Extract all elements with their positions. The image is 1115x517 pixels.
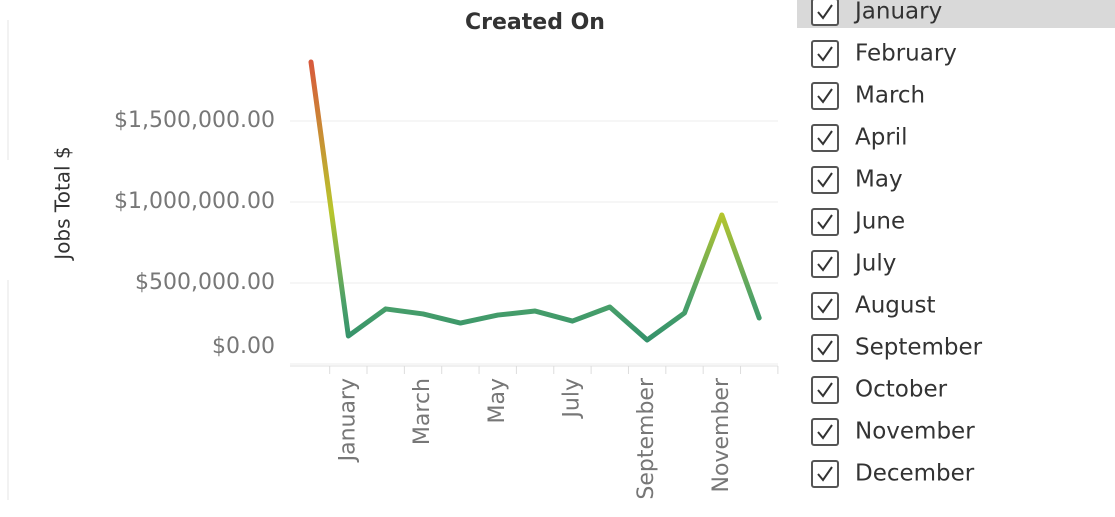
filter-item[interactable]: January [811,0,942,26]
filter-item[interactable]: July [811,250,896,278]
checkbox[interactable] [811,334,839,362]
filter-item[interactable]: May [811,166,903,194]
checkbox[interactable] [811,250,839,278]
y-tick-label: $500,000.00 [135,270,275,295]
filter-label: June [853,209,905,235]
filter-label: May [855,167,903,193]
x-tick-label: May [485,378,510,423]
checkmark [817,340,833,356]
checkbox[interactable] [811,82,839,110]
filter-item[interactable]: April [811,124,908,152]
filter-item[interactable]: August [811,292,936,320]
filter-item[interactable]: November [811,418,975,446]
checkmark [817,4,833,20]
filter-label: December [855,461,975,487]
filter-label: March [855,83,925,109]
x-tick-label: July [559,378,584,420]
checkbox[interactable] [811,292,839,320]
y-tick-label: $0.00 [212,334,275,359]
checkbox[interactable] [811,40,839,68]
checkmark [817,214,833,230]
checkbox[interactable] [811,124,839,152]
checkmark [817,130,833,146]
filter-label: October [855,377,948,403]
checkmark [817,466,833,482]
y-tick-label: $1,000,000.00 [114,189,275,214]
filter-label: August [855,293,936,319]
checkbox[interactable] [811,166,839,194]
checkmark [817,172,833,188]
y-tick-label: $1,500,000.00 [114,108,275,133]
checkbox[interactable] [811,460,839,488]
highlight-row [797,0,1115,28]
filter-label: April [855,125,908,151]
checkmark [817,382,833,398]
checkmark [817,298,833,314]
x-tick-label: March [410,378,435,445]
checkmark [817,46,833,62]
filter-item[interactable]: February [811,40,957,68]
data-line [308,59,762,343]
filter-label: November [855,419,975,445]
filter-label: February [855,41,957,67]
checkbox[interactable] [811,376,839,404]
checkbox[interactable] [811,418,839,446]
chart-title: Created On [465,10,605,35]
checkmark [817,424,833,440]
checkbox[interactable] [811,0,839,26]
filter-item[interactable]: March [811,82,925,110]
filter-label: January [853,0,942,25]
filter-item[interactable]: October [811,376,948,404]
x-tick-label: November [709,377,734,492]
checkmark [817,256,833,272]
filter-item[interactable]: December [811,460,975,488]
x-tick-label: September [634,377,659,500]
filter-label: September [855,335,983,361]
filter-label: July [853,251,896,277]
x-tick-label: January [335,378,360,463]
filter-item[interactable]: June [811,208,905,236]
filter-item[interactable]: September [811,334,983,362]
y-axis-label: Jobs Total $ [51,146,75,261]
checkmark [817,88,833,104]
checkbox[interactable] [811,208,839,236]
